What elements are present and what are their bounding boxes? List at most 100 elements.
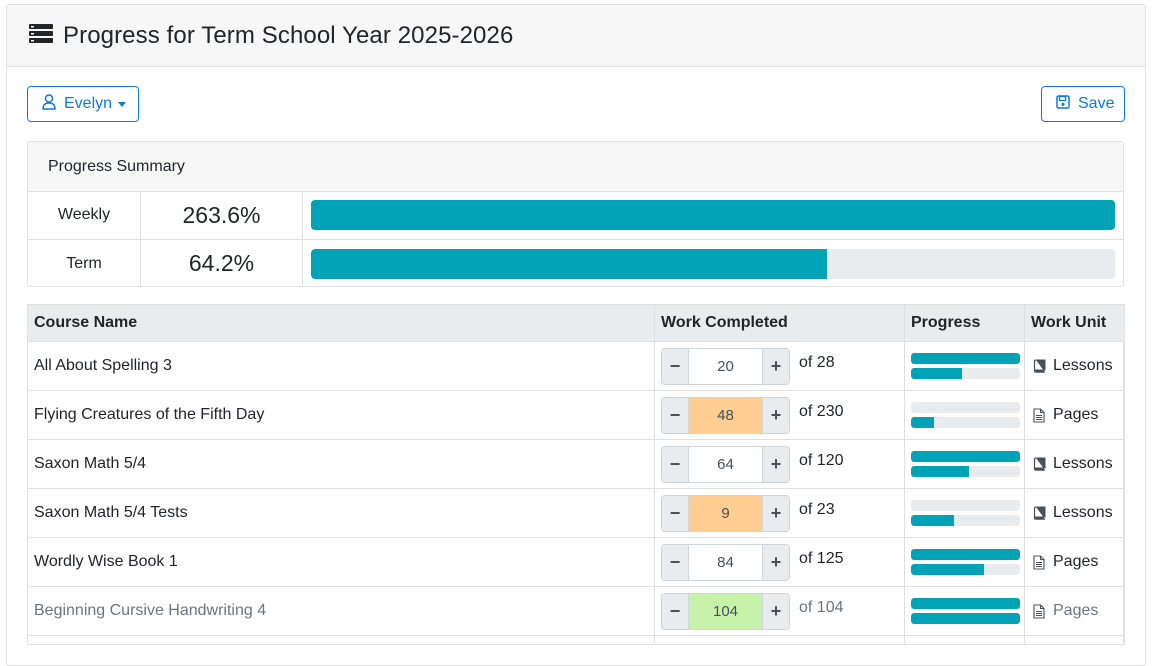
increment-button[interactable]: +	[763, 348, 789, 384]
work-total: of 230	[799, 403, 844, 420]
summary-value: 263.6%	[141, 191, 303, 239]
file-icon	[1031, 407, 1047, 423]
work-completed-input[interactable]: 64	[688, 446, 763, 482]
decrement-button[interactable]: −	[662, 348, 688, 384]
header-work-completed: Work Completed	[655, 305, 905, 341]
progress-cell	[905, 342, 1025, 390]
work-completed-stepper: −104 +	[661, 592, 790, 630]
work-total: of 120	[799, 452, 844, 469]
work-unit: Lessons	[1053, 455, 1113, 472]
work-completed-input[interactable]: 9	[688, 495, 763, 531]
course-name-cell	[28, 636, 655, 644]
work-completed-cell: −9 + of 23	[655, 489, 905, 537]
work-completed-stepper: −64 +	[661, 445, 790, 483]
weekly-course-progress-fill	[911, 353, 1020, 364]
increment-button[interactable]: +	[763, 397, 789, 433]
work-unit-cell: Pages	[1025, 538, 1124, 586]
course-name-cell: All About Spelling 3	[28, 342, 655, 390]
table-row: Beginning Cursive Handwriting 4 −104 + of 1…	[28, 587, 1124, 636]
progress-cell	[905, 489, 1025, 537]
weekly-course-progress-bar	[911, 353, 1020, 364]
summary-heading: Progress Summary	[28, 142, 1123, 192]
decrement-button[interactable]: −	[662, 397, 688, 433]
work-total: of 28	[799, 354, 835, 371]
work-unit: Lessons	[1053, 504, 1113, 521]
increment-button[interactable]: +	[763, 446, 789, 482]
book-icon	[1031, 506, 1047, 520]
course-name: All About Spelling 3	[34, 357, 172, 374]
weekly-course-progress-bar	[911, 402, 1020, 413]
work-completed-input[interactable]: 84	[688, 544, 763, 580]
work-unit-cell: Lessons	[1025, 440, 1124, 488]
work-completed-input[interactable]: 48	[688, 397, 763, 433]
book-icon	[1031, 359, 1047, 373]
decrement-button[interactable]: −	[662, 446, 688, 482]
work-completed-cell: −104 + of 104	[655, 587, 905, 635]
course-name: Beginning Cursive Handwriting 4	[34, 602, 267, 619]
work-unit-cell: Pages	[1025, 391, 1124, 439]
weekly-course-progress-fill	[911, 549, 1020, 560]
work-completed-stepper: −48 +	[661, 396, 790, 434]
course-name: Saxon Math 5/4 Tests	[34, 504, 188, 521]
work-completed-cell: −84 + of 125	[655, 538, 905, 586]
course-name-cell: Saxon Math 5/4 Tests	[28, 489, 655, 537]
table-row: Flying Creatures of the Fifth Day −48 + of …	[28, 391, 1124, 440]
page-title: Progress for Term School Year 2025-2026	[63, 21, 514, 49]
term-course-progress-fill	[911, 368, 963, 379]
work-unit: Pages	[1053, 602, 1099, 619]
weekly-course-progress-fill	[911, 451, 1020, 462]
list-icon	[29, 23, 53, 48]
work-completed-stepper: −84 +	[661, 543, 790, 581]
progress-cell	[905, 538, 1025, 586]
term-progress-fill	[311, 249, 828, 279]
course-name: Saxon Math 5/4	[34, 455, 147, 472]
table-header: Course Name Work Completed Progress Work…	[28, 305, 1124, 342]
increment-button[interactable]: +	[763, 495, 789, 531]
chevron-down-icon	[118, 101, 127, 107]
weekly-progress-bar	[311, 200, 1115, 230]
course-name: Wordly Wise Book 1	[34, 553, 178, 570]
work-completed-cell: −20 + of 28	[655, 342, 905, 390]
summary-value: 64.2%	[141, 240, 303, 287]
user-icon	[42, 93, 56, 115]
save-label: Save	[1078, 95, 1115, 112]
book-icon	[1031, 457, 1047, 471]
student-selector-button[interactable]: Evelyn	[27, 86, 139, 122]
weekly-course-progress-bar	[911, 598, 1020, 609]
work-unit-cell: Lessons	[1025, 342, 1124, 390]
decrement-button[interactable]: −	[662, 495, 688, 531]
term-course-progress-bar	[911, 613, 1020, 624]
weekly-course-progress-bar	[911, 549, 1020, 560]
work-completed-input[interactable]: 104	[688, 593, 763, 629]
student-selector-label: Evelyn	[64, 95, 113, 112]
file-icon	[1031, 554, 1047, 570]
course-name-cell: Saxon Math 5/4	[28, 440, 655, 488]
increment-button[interactable]: +	[763, 593, 789, 629]
card-header: Progress for Term School Year 2025-2026	[7, 5, 1145, 67]
weekly-course-progress-bar	[911, 500, 1020, 511]
work-unit: Pages	[1053, 553, 1099, 570]
decrement-button[interactable]: −	[662, 593, 688, 629]
term-course-progress-bar	[911, 368, 1020, 379]
decrement-button[interactable]: −	[662, 544, 688, 580]
table-row: Saxon Math 5/4 −64 + of 120 Lessons	[28, 440, 1124, 489]
work-completed-stepper: −9 +	[661, 494, 790, 532]
summary-row-term: Term 64.2%	[28, 239, 1123, 287]
increment-button[interactable]: +	[763, 544, 789, 580]
term-course-progress-fill	[911, 613, 1020, 624]
term-course-progress-fill	[911, 466, 969, 477]
header-work-unit: Work Unit	[1031, 314, 1107, 331]
progress-cell	[905, 636, 1025, 644]
course-name-cell: Beginning Cursive Handwriting 4	[28, 587, 655, 635]
progress-cell	[905, 391, 1025, 439]
work-unit-cell: Lessons	[1025, 489, 1124, 537]
work-total: of 104	[799, 599, 844, 616]
work-completed-input[interactable]: 20	[688, 348, 763, 384]
course-name: Flying Creatures of the Fifth Day	[34, 406, 265, 423]
summary-label: Weekly	[28, 191, 141, 239]
weekly-course-progress-bar	[911, 451, 1020, 462]
save-button[interactable]: Save	[1041, 86, 1125, 122]
course-table: Course Name Work Completed Progress Work…	[27, 304, 1125, 645]
term-course-progress-bar	[911, 564, 1020, 575]
work-unit-cell	[1025, 636, 1124, 644]
